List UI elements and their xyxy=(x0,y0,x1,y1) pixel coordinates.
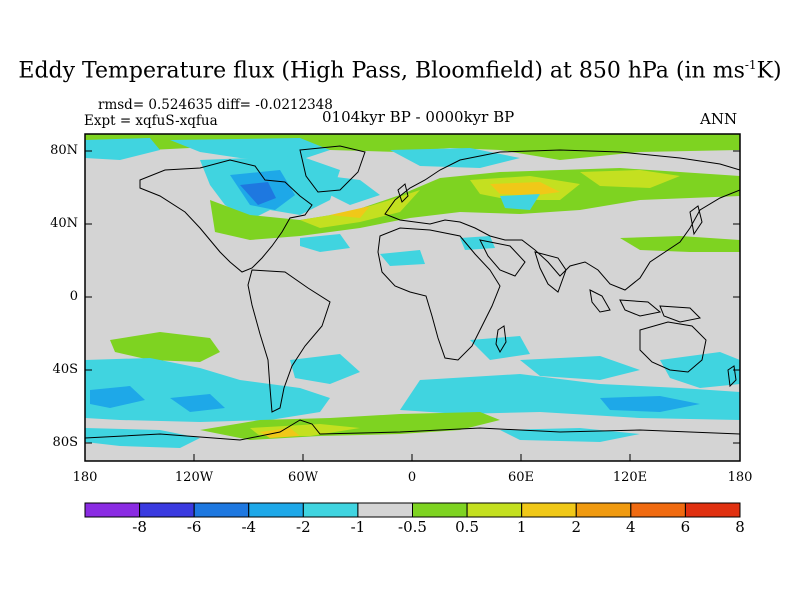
colorbar-swatch xyxy=(466,502,523,518)
colorbar-swatch xyxy=(412,502,468,518)
colorbar-swatch xyxy=(630,502,686,518)
colorbar-swatch xyxy=(193,502,250,518)
colorbar-label: -4 xyxy=(241,518,257,536)
title-text: Eddy Temperature flux (High Pass, Bloomf… xyxy=(18,58,745,84)
colorbar-swatch xyxy=(575,502,632,518)
title-unit: K) xyxy=(756,58,782,84)
colorbar-label: 2 xyxy=(571,518,582,536)
colorbar-label: 0.5 xyxy=(455,518,479,536)
colorbar-label: -6 xyxy=(186,518,202,536)
y-tick-label: 40S xyxy=(52,362,78,377)
colorbar-swatch xyxy=(302,502,359,518)
colorbar-label: 1 xyxy=(516,518,527,536)
colorbar-label: -0.5 xyxy=(398,518,427,536)
period-text: 0104kyr BP - 0000kyr BP xyxy=(322,108,515,126)
colorbar-swatch xyxy=(139,502,195,518)
x-tick-label: 180 xyxy=(727,470,753,485)
x-tick-label: 120E xyxy=(612,470,648,485)
colorbar xyxy=(84,502,741,518)
colorbar-label: 8 xyxy=(735,518,745,536)
y-tick-label: 80N xyxy=(50,143,78,158)
x-tick-label: 60W xyxy=(288,470,318,485)
x-tick-label: 0 xyxy=(407,470,417,485)
map-title: Eddy Temperature flux (High Pass, Bloomf… xyxy=(0,58,800,83)
colorbar-label: -8 xyxy=(132,518,147,536)
coastlines xyxy=(85,145,740,441)
colorbar-label: -1 xyxy=(350,518,366,536)
colorbar-label: -2 xyxy=(296,518,311,536)
title-exponent: -1 xyxy=(744,58,757,72)
x-tick-label: 120W xyxy=(174,470,214,485)
stats-text: rmsd= 0.524635 diff= -0.0212348 xyxy=(98,97,333,113)
y-tick-label: 0 xyxy=(69,289,78,304)
y-tick-label: 40N xyxy=(50,216,78,231)
season-text: ANN xyxy=(700,110,738,128)
colorbar-swatch xyxy=(521,502,577,518)
colorbar-label: 4 xyxy=(626,518,636,536)
expt-text: Expt = xqfuS-xqfua xyxy=(84,113,218,129)
colorbar-swatch xyxy=(248,502,304,518)
x-tick-label: 60E xyxy=(507,470,535,485)
y-tick-label: 80S xyxy=(52,435,78,450)
colorbar-label: 6 xyxy=(680,518,691,536)
x-tick-label: 180 xyxy=(72,470,98,485)
colorbar-swatch xyxy=(357,502,413,518)
colorbar-swatch xyxy=(84,502,141,518)
colorbar-swatch xyxy=(684,502,741,518)
